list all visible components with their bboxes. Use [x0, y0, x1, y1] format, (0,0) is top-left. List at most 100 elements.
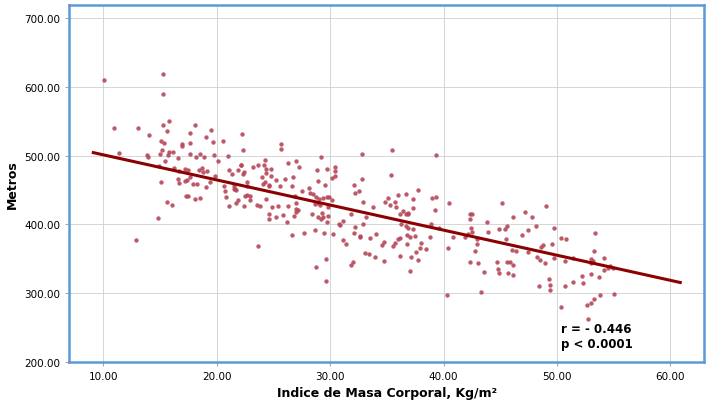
Point	[501, 223, 513, 230]
Point	[156, 148, 168, 154]
Point	[356, 177, 368, 183]
Point	[559, 258, 570, 264]
Point	[190, 155, 202, 161]
Point	[173, 168, 185, 175]
Point	[280, 176, 291, 183]
Point	[581, 302, 592, 309]
Point	[209, 152, 220, 159]
Point	[275, 183, 286, 190]
Point	[237, 171, 248, 178]
Point	[508, 272, 519, 279]
Point	[161, 129, 173, 135]
Point	[407, 226, 418, 233]
Point	[293, 207, 304, 213]
Point	[522, 227, 533, 234]
Point	[393, 193, 404, 199]
Point	[556, 235, 567, 241]
Point	[391, 204, 402, 211]
Point	[232, 167, 244, 174]
Point	[401, 232, 413, 239]
Point	[530, 224, 541, 230]
Point	[466, 229, 477, 235]
Point	[585, 300, 596, 306]
Point	[359, 251, 371, 257]
Point	[98, 78, 109, 84]
Point	[364, 236, 376, 242]
Point	[559, 283, 570, 289]
Point	[108, 125, 119, 132]
Point	[190, 123, 201, 129]
Point	[400, 224, 412, 230]
Point	[345, 211, 356, 218]
Point	[404, 268, 415, 274]
Point	[568, 279, 579, 286]
Point	[201, 168, 212, 174]
Point	[369, 254, 381, 260]
Point	[315, 202, 326, 209]
Point	[560, 236, 572, 242]
Point	[408, 196, 419, 203]
Point	[355, 234, 366, 241]
Point	[311, 194, 322, 200]
Point	[200, 134, 212, 141]
Point	[431, 152, 442, 158]
Point	[180, 193, 192, 200]
Point	[548, 255, 559, 262]
Point	[219, 183, 230, 190]
X-axis label: Indice de Masa Corporal, Kg/m²: Indice de Masa Corporal, Kg/m²	[277, 386, 497, 399]
Point	[527, 215, 538, 221]
Point	[402, 226, 413, 232]
Point	[195, 151, 206, 158]
Point	[132, 126, 143, 132]
Point	[204, 180, 216, 186]
Point	[240, 193, 251, 200]
Point	[540, 260, 551, 267]
Point	[442, 245, 454, 252]
Point	[507, 262, 518, 269]
Point	[244, 198, 255, 204]
Point	[348, 182, 359, 189]
Point	[290, 158, 302, 164]
Point	[283, 160, 294, 167]
Point	[603, 265, 614, 271]
Point	[291, 209, 302, 215]
Point	[395, 211, 406, 218]
Point	[266, 204, 278, 211]
Point	[191, 181, 202, 188]
Point	[179, 167, 190, 173]
Point	[389, 240, 400, 247]
Point	[236, 132, 248, 138]
Point	[523, 249, 534, 256]
Point	[379, 199, 391, 206]
Point	[184, 151, 195, 158]
Point	[589, 230, 601, 237]
Point	[163, 149, 174, 156]
Point	[386, 148, 398, 154]
Point	[256, 174, 268, 181]
Point	[161, 199, 173, 205]
Point	[410, 249, 422, 256]
Point	[176, 141, 187, 148]
Point	[327, 175, 338, 182]
Point	[338, 218, 349, 224]
Point	[588, 296, 599, 303]
Point	[582, 316, 594, 323]
Point	[363, 251, 374, 258]
Point	[394, 253, 405, 259]
Point	[322, 220, 333, 226]
Point	[219, 188, 231, 194]
Point	[158, 72, 169, 78]
Point	[329, 168, 340, 175]
Point	[217, 139, 229, 145]
Point	[506, 247, 518, 254]
Point	[328, 232, 339, 238]
Point	[317, 195, 329, 201]
Point	[271, 214, 282, 221]
Point	[588, 258, 599, 264]
Point	[492, 266, 503, 272]
Point	[235, 162, 246, 169]
Point	[386, 172, 397, 178]
Point	[184, 131, 195, 137]
Point	[304, 185, 315, 192]
Point	[545, 287, 556, 294]
